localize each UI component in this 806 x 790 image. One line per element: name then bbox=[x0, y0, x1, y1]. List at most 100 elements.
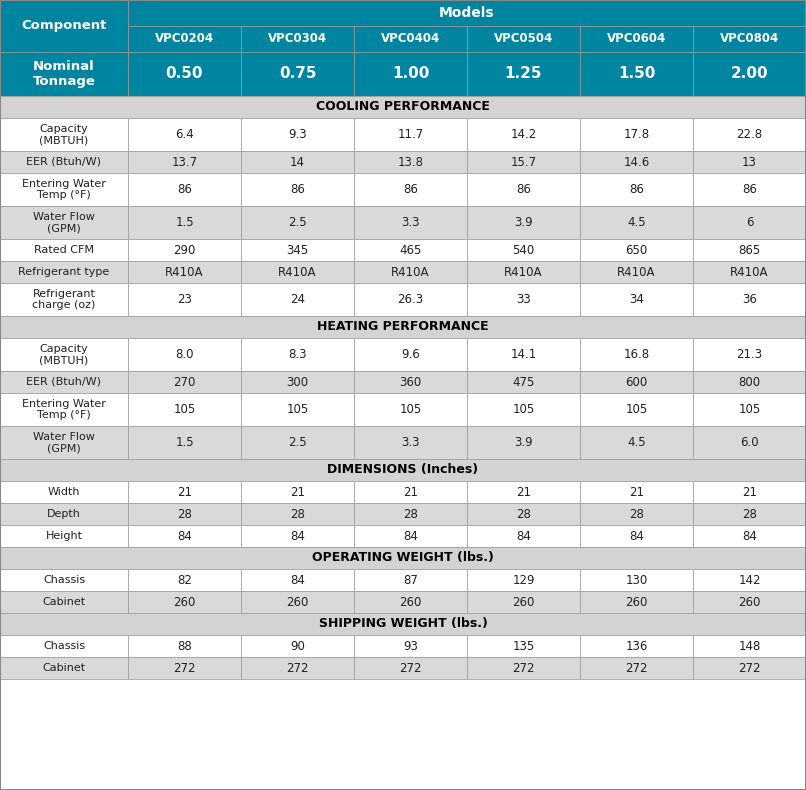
Text: 90: 90 bbox=[290, 639, 305, 653]
Bar bbox=[580, 481, 693, 503]
Text: 13.7: 13.7 bbox=[172, 156, 197, 168]
Bar bbox=[354, 338, 467, 371]
Text: 16.8: 16.8 bbox=[623, 348, 650, 361]
Text: 86: 86 bbox=[403, 183, 418, 196]
Text: 3.9: 3.9 bbox=[514, 436, 533, 449]
Text: SHIPPING WEIGHT (lbs.): SHIPPING WEIGHT (lbs.) bbox=[318, 618, 488, 630]
Bar bbox=[241, 591, 354, 613]
Text: 105: 105 bbox=[173, 403, 196, 416]
Bar bbox=[128, 52, 241, 96]
Bar bbox=[693, 393, 806, 426]
Bar bbox=[0, 52, 128, 96]
Bar bbox=[354, 118, 467, 151]
Bar bbox=[354, 26, 467, 52]
Text: 800: 800 bbox=[738, 375, 761, 389]
Bar bbox=[0, 151, 128, 173]
Bar bbox=[241, 503, 354, 525]
Text: Nominal
Tonnage: Nominal Tonnage bbox=[32, 60, 95, 88]
Bar bbox=[354, 426, 467, 459]
Bar bbox=[467, 481, 580, 503]
Bar bbox=[241, 635, 354, 657]
Bar bbox=[354, 151, 467, 173]
Text: Width: Width bbox=[48, 487, 81, 497]
Text: Water Flow
(GPM): Water Flow (GPM) bbox=[33, 431, 95, 453]
Text: 28: 28 bbox=[403, 507, 418, 521]
Bar bbox=[693, 426, 806, 459]
Text: 28: 28 bbox=[290, 507, 305, 521]
Text: 260: 260 bbox=[173, 596, 196, 608]
Bar bbox=[0, 338, 128, 371]
Bar bbox=[467, 525, 580, 547]
Bar bbox=[354, 569, 467, 591]
Text: 86: 86 bbox=[177, 183, 192, 196]
Text: Refrigerant
charge (oz): Refrigerant charge (oz) bbox=[32, 288, 96, 310]
Text: 1.5: 1.5 bbox=[175, 436, 193, 449]
Text: 1.00: 1.00 bbox=[392, 66, 429, 81]
Bar bbox=[241, 151, 354, 173]
Bar bbox=[354, 52, 467, 96]
Bar bbox=[693, 338, 806, 371]
Bar bbox=[0, 503, 128, 525]
Text: 86: 86 bbox=[290, 183, 305, 196]
Text: 360: 360 bbox=[400, 375, 422, 389]
Bar bbox=[580, 206, 693, 239]
Text: R410A: R410A bbox=[505, 265, 542, 279]
Text: 270: 270 bbox=[173, 375, 196, 389]
Bar bbox=[580, 261, 693, 283]
Bar bbox=[241, 525, 354, 547]
Text: 9.6: 9.6 bbox=[401, 348, 420, 361]
Text: VPC0804: VPC0804 bbox=[720, 32, 779, 46]
Bar bbox=[241, 569, 354, 591]
Text: VPC0504: VPC0504 bbox=[494, 32, 553, 46]
Text: 105: 105 bbox=[738, 403, 761, 416]
Bar bbox=[467, 151, 580, 173]
Bar bbox=[0, 283, 128, 316]
Bar bbox=[693, 173, 806, 206]
Bar bbox=[128, 239, 241, 261]
Text: 600: 600 bbox=[625, 375, 648, 389]
Text: 28: 28 bbox=[629, 507, 644, 521]
Text: 14.1: 14.1 bbox=[510, 348, 537, 361]
Text: 86: 86 bbox=[629, 183, 644, 196]
Bar bbox=[241, 118, 354, 151]
Text: 23: 23 bbox=[177, 293, 192, 306]
Text: DIMENSIONS (Inches): DIMENSIONS (Inches) bbox=[327, 464, 479, 476]
Bar bbox=[580, 52, 693, 96]
Text: 2.5: 2.5 bbox=[289, 436, 307, 449]
Text: 129: 129 bbox=[513, 574, 534, 586]
Bar bbox=[354, 635, 467, 657]
Text: 22.8: 22.8 bbox=[737, 128, 762, 141]
Bar bbox=[693, 569, 806, 591]
Text: 260: 260 bbox=[399, 596, 422, 608]
Bar bbox=[128, 173, 241, 206]
Text: EER (Btuh/W): EER (Btuh/W) bbox=[27, 377, 102, 387]
Bar bbox=[580, 283, 693, 316]
Bar bbox=[354, 657, 467, 679]
Bar bbox=[0, 0, 128, 52]
Text: 11.7: 11.7 bbox=[397, 128, 424, 141]
Text: 34: 34 bbox=[629, 293, 644, 306]
Bar bbox=[0, 591, 128, 613]
Text: Rated CFM: Rated CFM bbox=[34, 245, 94, 255]
Text: 84: 84 bbox=[742, 529, 757, 543]
Text: 21: 21 bbox=[177, 486, 192, 498]
Text: 2.00: 2.00 bbox=[731, 66, 768, 81]
Bar bbox=[354, 283, 467, 316]
Text: 272: 272 bbox=[625, 661, 648, 675]
Text: 14.6: 14.6 bbox=[623, 156, 650, 168]
Bar bbox=[0, 481, 128, 503]
Text: 82: 82 bbox=[177, 574, 192, 586]
Text: 272: 272 bbox=[399, 661, 422, 675]
Text: 87: 87 bbox=[403, 574, 418, 586]
Text: Height: Height bbox=[45, 531, 82, 541]
Bar bbox=[0, 657, 128, 679]
Bar bbox=[580, 118, 693, 151]
Text: Entering Water
Temp (°F): Entering Water Temp (°F) bbox=[22, 399, 106, 420]
Text: Capacity
(MBTUH): Capacity (MBTUH) bbox=[39, 124, 89, 145]
Text: 465: 465 bbox=[399, 243, 422, 257]
Text: Chassis: Chassis bbox=[43, 641, 85, 651]
Bar bbox=[128, 206, 241, 239]
Text: Cabinet: Cabinet bbox=[43, 663, 85, 673]
Bar bbox=[0, 613, 806, 635]
Text: VPC0304: VPC0304 bbox=[268, 32, 327, 46]
